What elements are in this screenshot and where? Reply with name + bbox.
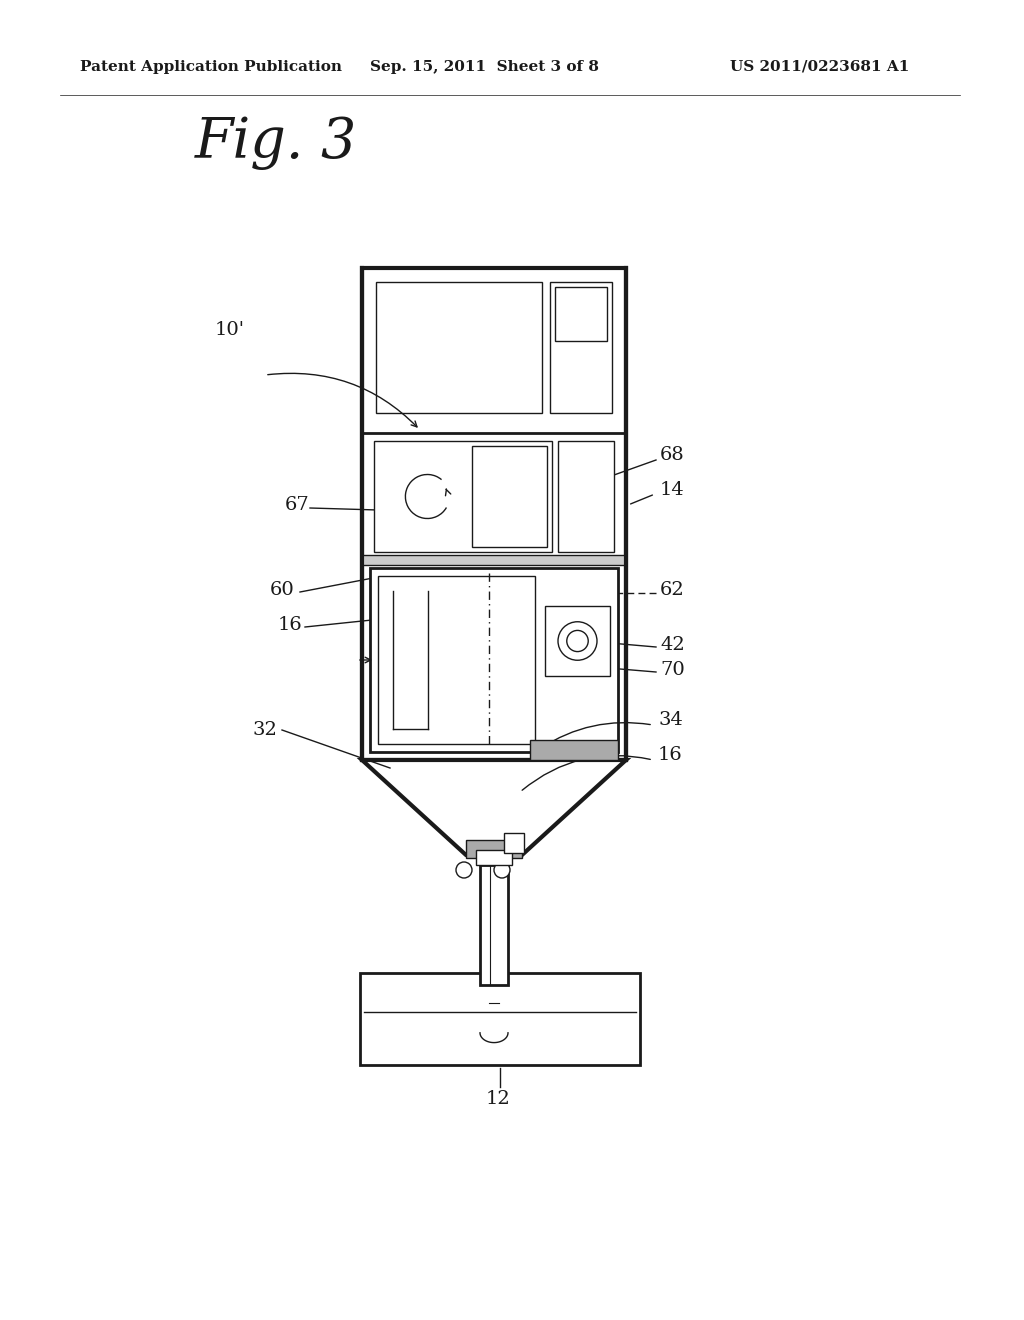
Bar [370,568,618,752]
Bar [466,840,522,858]
Text: 60: 60 [270,581,295,599]
Text: 14: 14 [660,480,685,499]
Text: 16: 16 [278,616,303,634]
Circle shape [494,862,510,878]
Text: 32: 32 [252,721,276,739]
Bar [362,268,626,760]
Bar [555,286,607,341]
Text: 70: 70 [660,661,685,678]
Bar [472,446,547,546]
Bar [378,576,535,744]
Circle shape [456,862,472,878]
Bar [545,606,610,676]
Text: US 2011/0223681 A1: US 2011/0223681 A1 [730,59,909,74]
Bar [480,865,508,985]
Bar [476,850,512,865]
Ellipse shape [558,622,597,660]
Bar [550,282,612,413]
Ellipse shape [566,631,588,652]
Text: 42: 42 [660,636,685,653]
Text: Patent Application Publication: Patent Application Publication [80,59,342,74]
Bar [530,741,618,760]
Text: Sep. 15, 2011  Sheet 3 of 8: Sep. 15, 2011 Sheet 3 of 8 [370,59,599,74]
Text: 68: 68 [660,446,685,465]
Bar [376,282,542,413]
Text: 62: 62 [660,581,685,599]
Text: 10': 10' [215,321,245,339]
Polygon shape [362,760,626,855]
Bar [374,441,552,552]
Bar [558,441,614,552]
Text: 12: 12 [486,1090,511,1107]
Text: Fig. 3: Fig. 3 [195,115,357,170]
Bar [360,973,640,1065]
Text: 34: 34 [658,711,683,729]
Text: 16: 16 [658,746,683,764]
Text: 67: 67 [285,496,309,513]
Bar [504,833,524,853]
Bar [362,554,626,565]
